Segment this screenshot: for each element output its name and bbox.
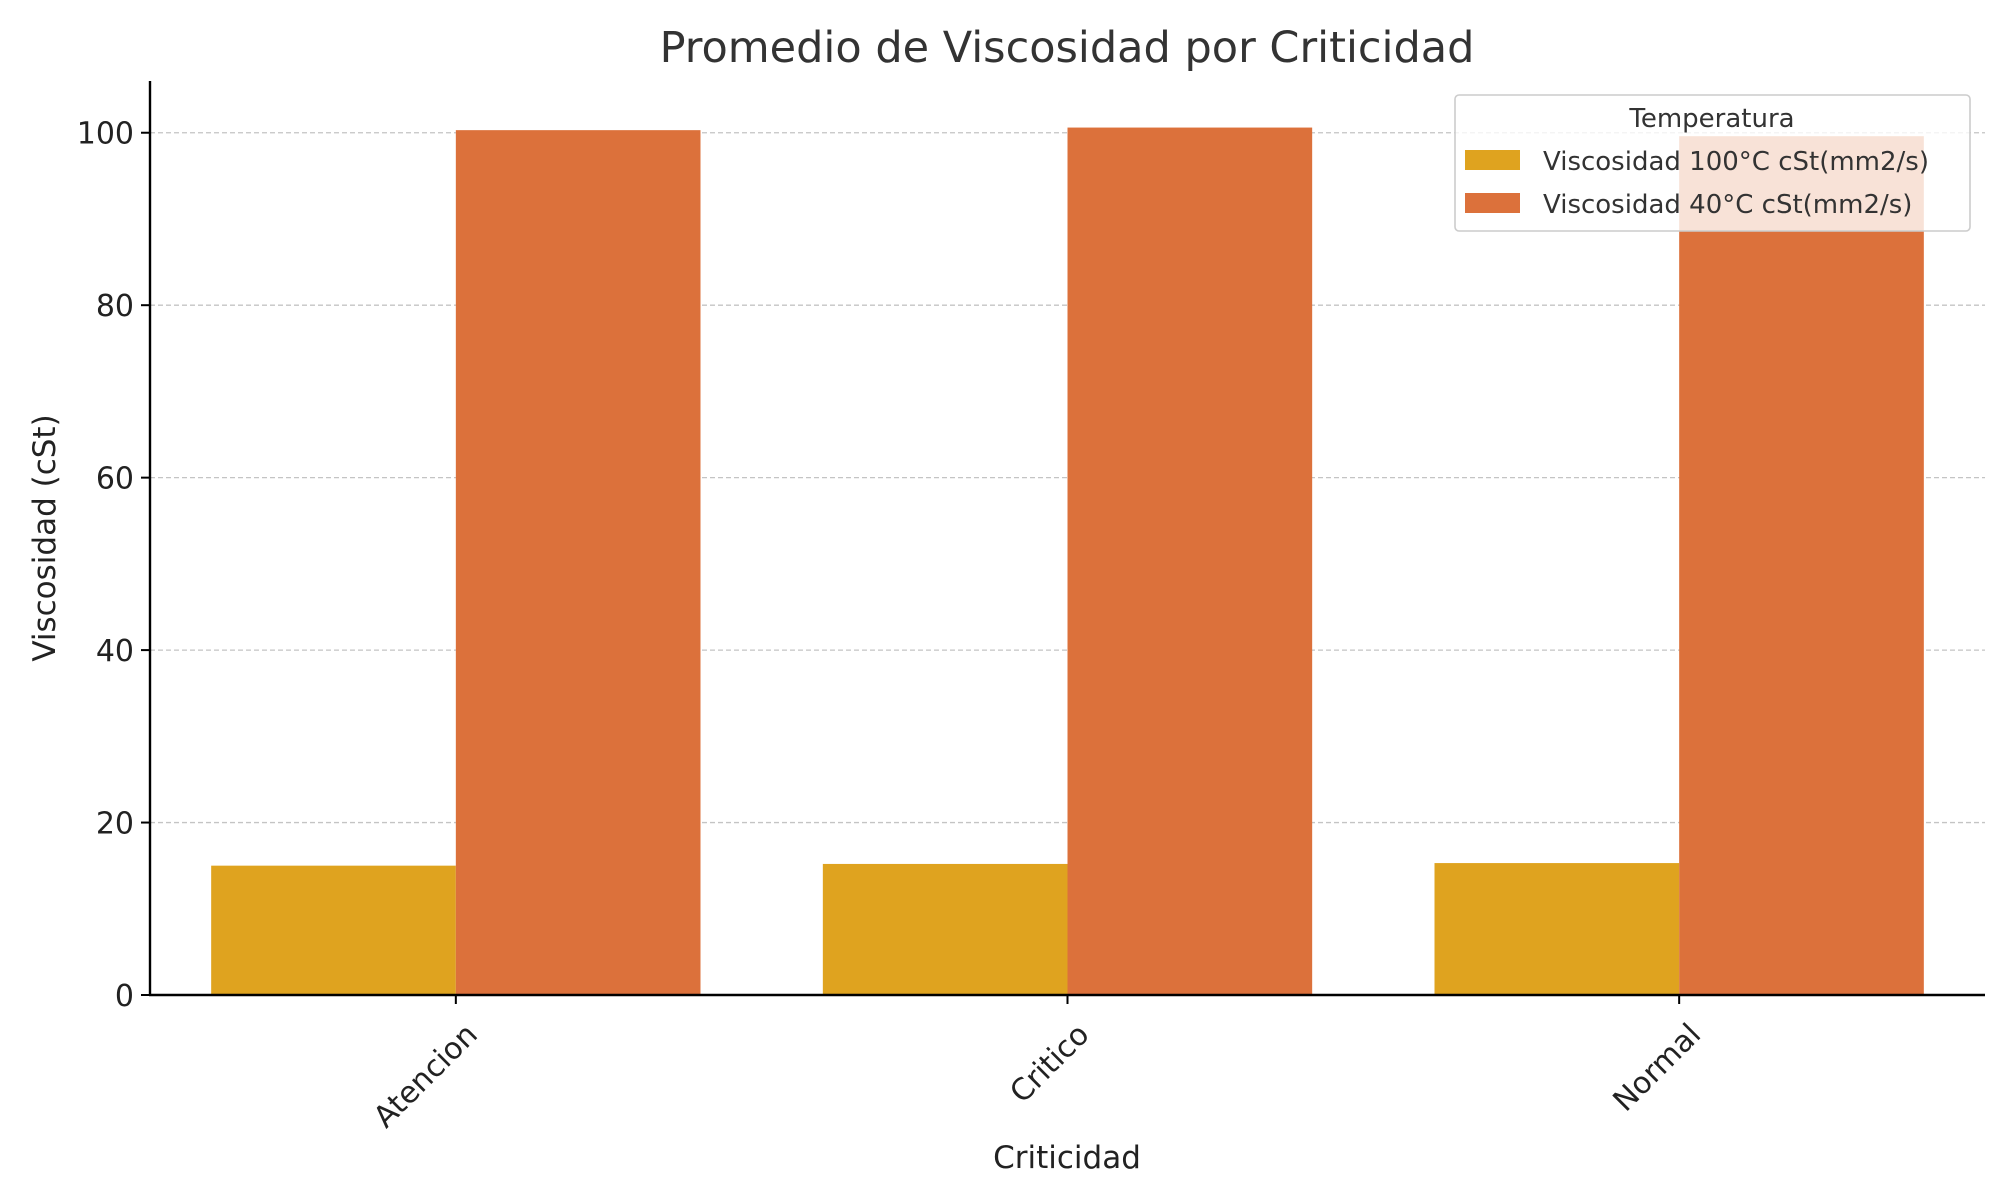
x-axis-label: Criticidad bbox=[993, 1140, 1141, 1176]
legend-box bbox=[1454, 94, 1971, 232]
y-tick-label-60: 60 bbox=[96, 462, 134, 497]
x-tick-label-atencion: Atencion bbox=[367, 1017, 485, 1135]
bar-critico-series-1 bbox=[1067, 127, 1313, 996]
legend-label-100c: Viscosidad 100°C cSt(mm2/s) bbox=[1543, 147, 1929, 177]
y-ticks: 0 20 40 60 80 100 bbox=[77, 117, 150, 1014]
y-tick-label-20: 20 bbox=[96, 807, 134, 842]
legend: Temperatura Viscosidad 100°C cSt(mm2/s) … bbox=[1454, 94, 1971, 232]
y-axis-label: Viscosidad (cSt) bbox=[27, 414, 63, 661]
legend-swatch-100c bbox=[1465, 150, 1520, 170]
bars bbox=[211, 127, 1924, 996]
bar-normal-series-1 bbox=[1679, 136, 1924, 995]
x-tick-label-critico: Critico bbox=[1003, 1017, 1096, 1110]
chart-title: Promedio de Viscosidad por Criticidad bbox=[660, 23, 1475, 73]
bar-critico-series-0 bbox=[822, 863, 1068, 995]
y-tick-label-40: 40 bbox=[96, 634, 134, 669]
y-tick-label-0: 0 bbox=[115, 979, 134, 1014]
x-ticks: Atencion Critico Normal bbox=[367, 995, 1708, 1135]
bar-atencion-series-0 bbox=[211, 865, 456, 995]
bar-normal-series-0 bbox=[1434, 863, 1680, 995]
y-tick-label-80: 80 bbox=[96, 289, 134, 324]
legend-swatch-40c bbox=[1465, 193, 1520, 213]
legend-title: Temperatura bbox=[1628, 104, 1794, 134]
bar-atencion-series-1 bbox=[455, 130, 701, 996]
y-tick-label-100: 100 bbox=[77, 117, 134, 152]
legend-label-40c: Viscosidad 40°C cSt(mm2/s) bbox=[1543, 190, 1912, 220]
x-tick-label-normal: Normal bbox=[1607, 1017, 1709, 1119]
